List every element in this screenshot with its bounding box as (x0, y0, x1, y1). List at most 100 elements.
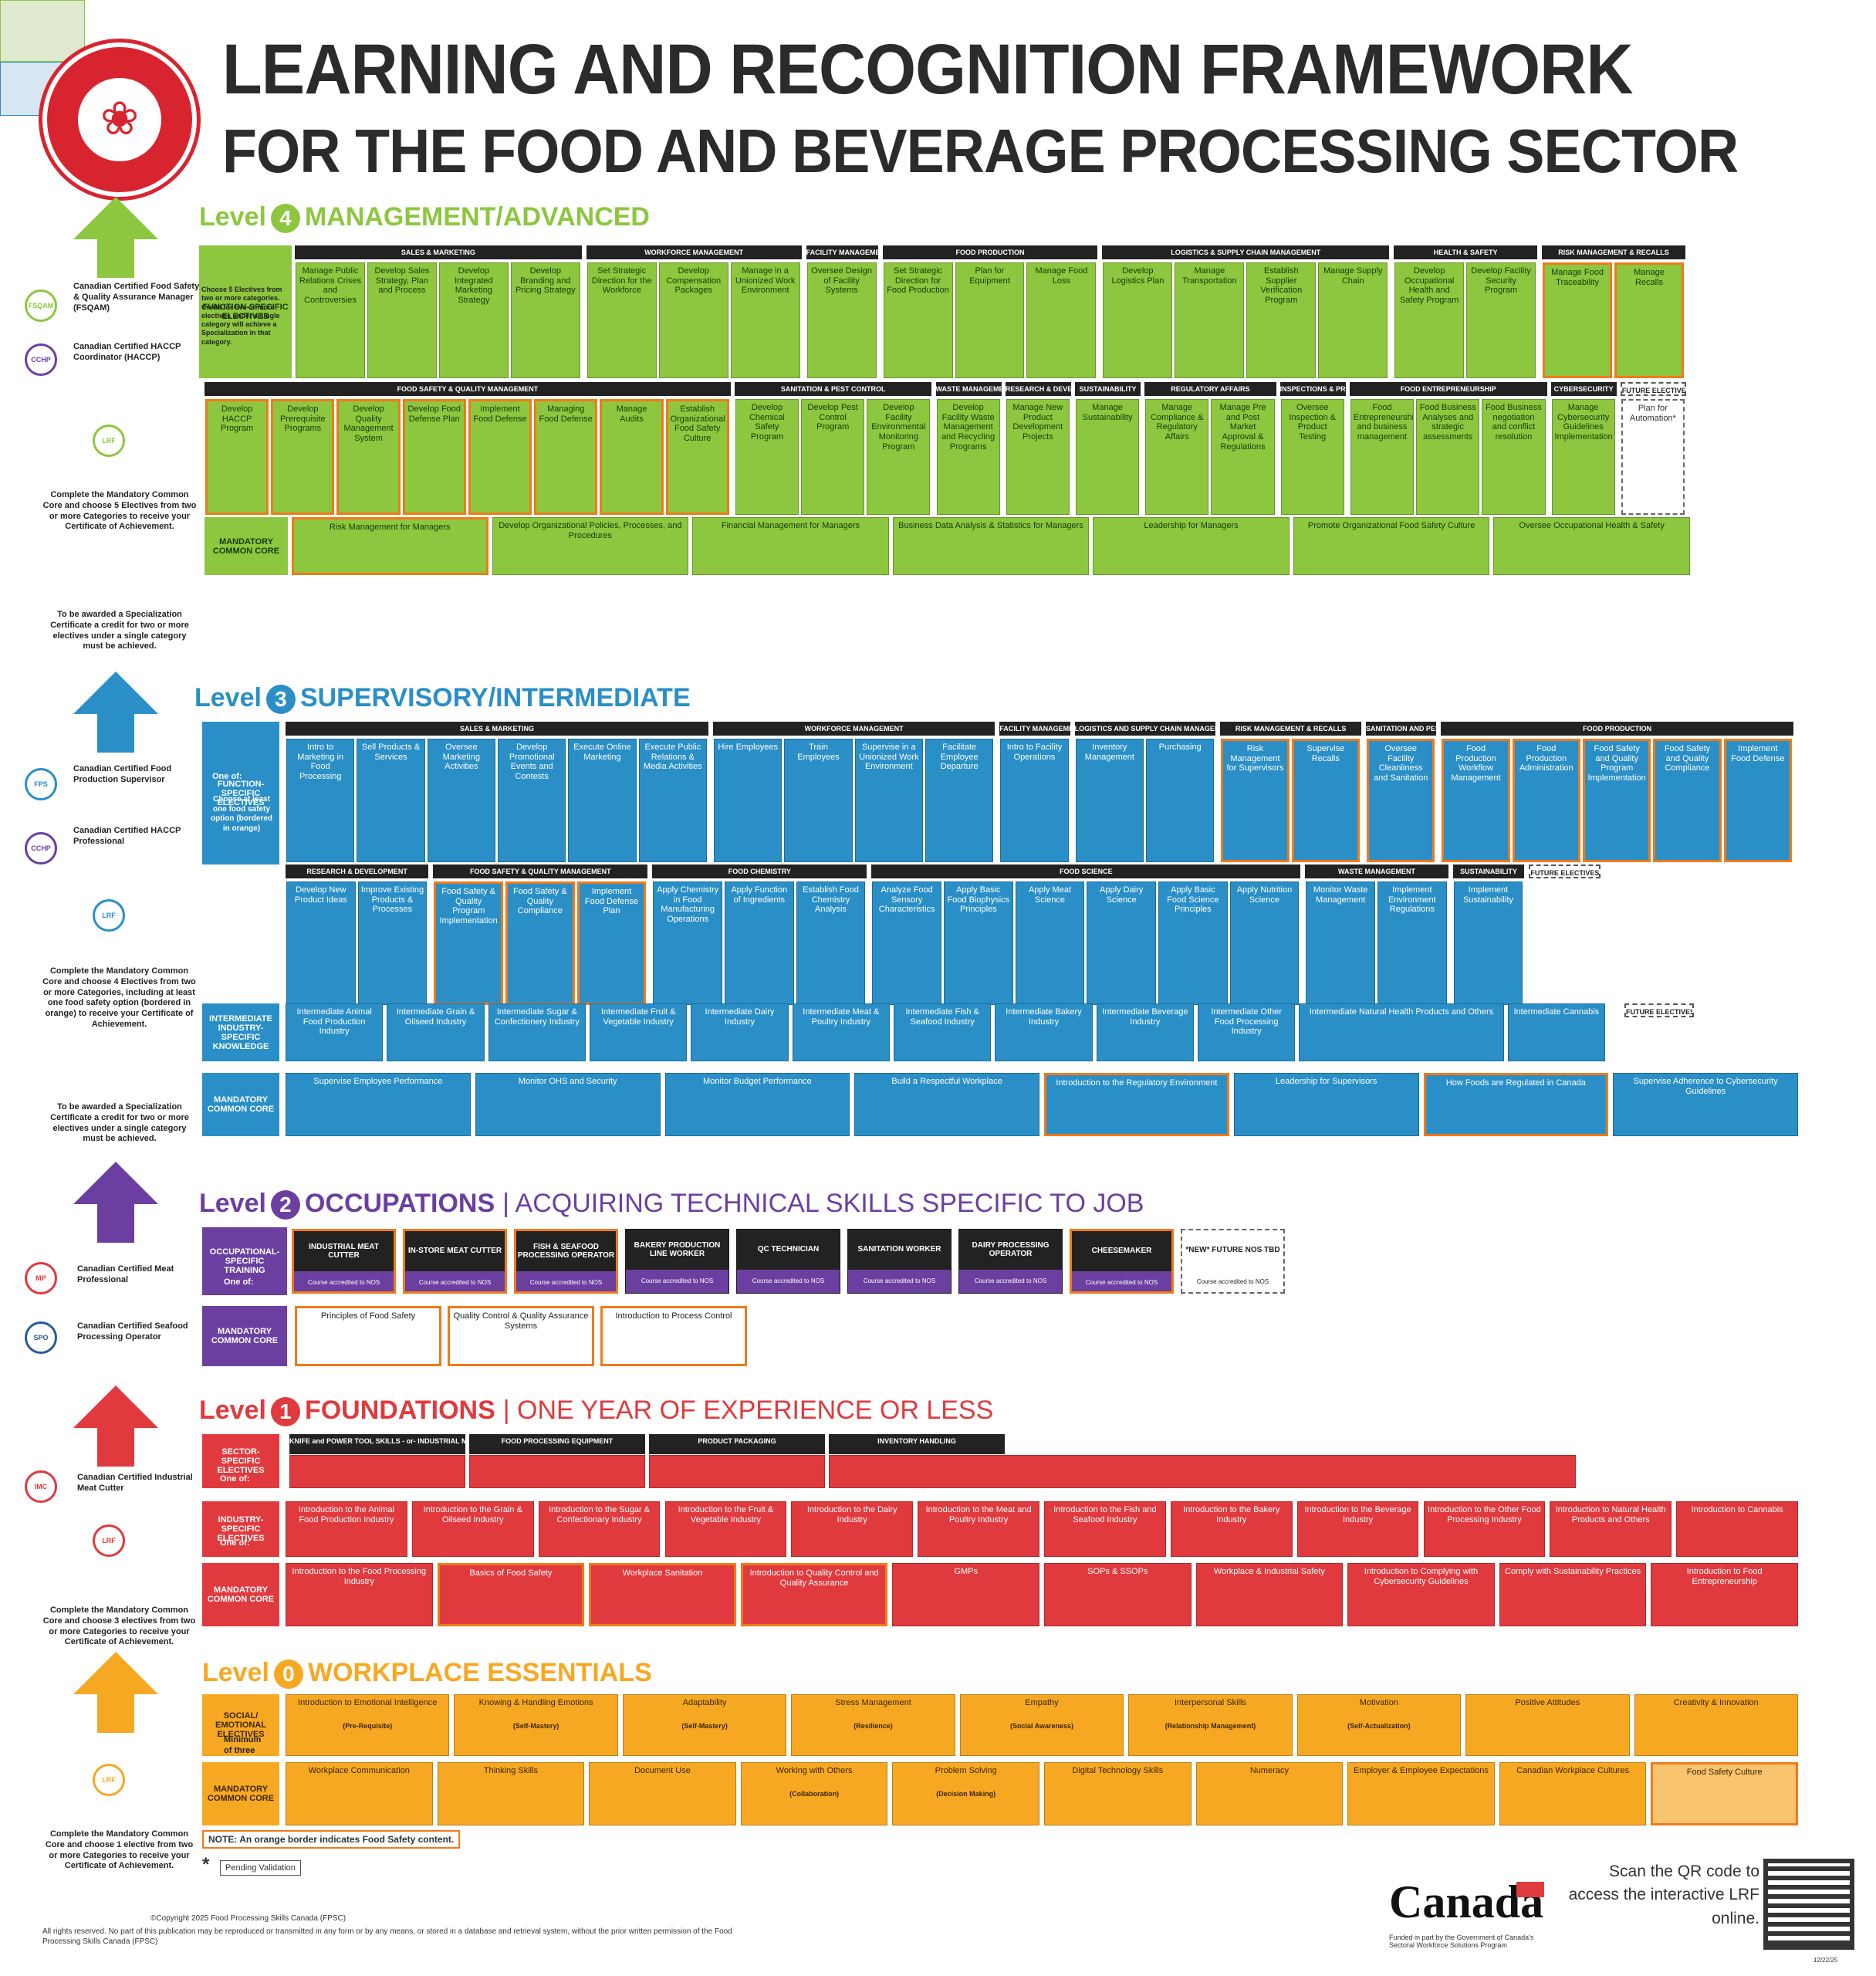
l4-elective[interactable]: Manage Food Loss (1026, 262, 1097, 378)
l3-elective[interactable]: Oversee Facility Cleanliness and Sanitat… (1367, 739, 1435, 862)
l4-elective[interactable]: Develop Prerequisite Programs (271, 399, 335, 515)
l3-core-course[interactable]: How Foods are Regulated in Canada (1423, 1073, 1609, 1136)
l1-industry-course[interactable]: Introduction to Cannabis (1676, 1501, 1798, 1557)
l3-industry-course[interactable]: Intermediate Cannabis (1507, 1003, 1605, 1061)
l2-occupation[interactable]: CHEESEMAKER Course accredited to NOS (1070, 1229, 1174, 1294)
l3-elective[interactable]: Analyze Food Sensory Characteristics (872, 881, 941, 1005)
l4-elective[interactable]: Oversee Design of Facility Systems (806, 262, 877, 378)
l3-elective[interactable]: Food Production Administration (1512, 739, 1580, 862)
l2-occupation[interactable]: FISH & SEAFOOD PROCESSING OPERATOR Course… (514, 1229, 618, 1294)
l3-elective[interactable]: Intro to Marketing in Food Processing (286, 739, 355, 862)
l4-elective[interactable]: Manage Recalls (1614, 262, 1684, 378)
l1-core-course[interactable]: Introduction to Food Entrepreneurship (1651, 1563, 1798, 1626)
l3-elective[interactable]: Apply Nutrition Science (1229, 881, 1300, 1005)
l4-core-course[interactable]: Oversee Occupational Health & Safety (1493, 517, 1690, 575)
l3-elective[interactable]: Risk Management for Supervisors (1221, 739, 1290, 862)
l3-elective[interactable]: Facilitate Employee Departure (925, 739, 994, 862)
l1-core-course[interactable]: Introduction to Quality Control and Qual… (740, 1563, 888, 1626)
l4-elective[interactable]: Plan for Equipment (955, 262, 1025, 378)
l0-core-course[interactable]: Workplace Communication (286, 1762, 433, 1825)
l3-elective[interactable]: Supervise Recalls (1291, 739, 1360, 862)
l0-core-course[interactable]: Employer & Employee Expectations (1347, 1762, 1495, 1825)
l1-core-course[interactable]: Comply with Sustainability Practices (1499, 1563, 1647, 1626)
l1-industry-course[interactable]: Introduction to the Fish and Seafood Ind… (1044, 1501, 1166, 1557)
l0-core-course[interactable]: Digital Technology Skills (1044, 1762, 1192, 1825)
l3-elective[interactable]: Apply Chemistry in Food Manufacturing Op… (653, 881, 722, 1005)
l4-elective[interactable]: Food Business negotiation and conflict r… (1482, 399, 1546, 515)
l1-sector-elective[interactable] (649, 1455, 825, 1488)
l4-elective[interactable]: Manage Audits (600, 399, 664, 515)
l4-core-course[interactable]: Risk Management for Managers (292, 517, 488, 575)
l4-core-course[interactable]: Business Data Analysis & Statistics for … (892, 517, 1090, 575)
l1-sector-elective[interactable] (469, 1455, 645, 1488)
l3-industry-course[interactable]: Intermediate Sugar & Confectionery Indus… (488, 1003, 586, 1061)
l3-industry-course[interactable]: Intermediate Fruit & Vegetable Industry (590, 1003, 688, 1061)
l3-elective[interactable]: Implement Food Defense (1723, 739, 1792, 862)
l1-industry-course[interactable]: Introduction to the Beverage Industry (1296, 1501, 1419, 1557)
l3-elective[interactable]: Hire Employees (714, 739, 783, 862)
l3-elective[interactable]: Intro to Facility Operations (1000, 739, 1069, 862)
l1-sector-elective[interactable] (829, 1455, 1576, 1488)
l0-social-elective[interactable]: Adaptability (Self-Mastery) (622, 1694, 787, 1756)
l1-industry-course[interactable]: Introduction to the Animal Food Producti… (286, 1501, 407, 1557)
l4-elective[interactable]: Plan for Automation* (1621, 399, 1685, 515)
l0-social-elective[interactable]: Introduction to Emotional Intelligence (P… (286, 1694, 450, 1756)
l0-social-elective[interactable]: Stress Management (Resilience) (791, 1694, 955, 1756)
l3-elective[interactable]: Food Safety & Quality Compliance (505, 881, 575, 1005)
l4-core-course[interactable]: Develop Organizational Policies, Process… (492, 517, 689, 575)
l2-core-course[interactable]: Quality Control & Quality Assurance Syst… (448, 1306, 594, 1366)
l1-core-course[interactable]: Workplace Sanitation (589, 1563, 736, 1626)
l3-elective[interactable]: Sell Products & Services (357, 739, 425, 862)
l3-elective[interactable]: Supervise in a Unionized Work Environmen… (854, 739, 923, 862)
l3-elective[interactable]: Food Safety & Quality Program Implementa… (434, 881, 503, 1005)
l1-industry-course[interactable]: Introduction to the Sugar & Confectionar… (538, 1501, 661, 1557)
l4-elective[interactable]: Manage Supply Chain (1318, 262, 1388, 378)
l0-social-elective[interactable]: Motivation (Self-Actualization) (1296, 1694, 1462, 1756)
l4-core-course[interactable]: Promote Organizational Food Safety Cultu… (1293, 517, 1490, 575)
l3-elective[interactable]: Food Safety and Quality Compliance (1653, 739, 1722, 862)
l0-core-course[interactable]: Thinking Skills (437, 1762, 585, 1825)
l3-elective[interactable]: Apply Basic Food Biophysics Principles (944, 881, 1013, 1005)
l4-elective[interactable]: Set Strategic Direction for the Workforc… (586, 262, 657, 378)
l4-elective[interactable]: Develop Branding and Pricing Strategy (510, 262, 580, 378)
l0-social-elective[interactable]: Positive Attitudes (1465, 1694, 1630, 1756)
l2-core-course[interactable]: Principles of Food Safety (295, 1306, 441, 1366)
l3-industry-course[interactable]: Intermediate Meat & Poultry Industry (792, 1003, 890, 1061)
l3-core-course[interactable]: Monitor OHS and Security (475, 1073, 661, 1136)
l1-core-course[interactable]: Introduction to Complying with Cybersecu… (1347, 1563, 1495, 1626)
l3-elective[interactable]: Oversee Marketing Activities (427, 739, 495, 862)
l3-core-course[interactable]: Leadership for Supervisors (1233, 1073, 1419, 1136)
l3-elective[interactable]: Execute Public Relations & Media Activit… (638, 739, 707, 862)
l3-industry-course[interactable]: Intermediate Beverage Industry (1096, 1003, 1194, 1061)
l3-core-course[interactable]: Supervise Employee Performance (286, 1073, 471, 1136)
l4-elective[interactable]: Develop Facility Security Program (1466, 262, 1536, 378)
l0-core-course[interactable]: Food Safety Culture (1651, 1762, 1798, 1825)
l3-industry-course[interactable]: Intermediate Animal Food Production Indu… (286, 1003, 384, 1061)
l4-elective[interactable]: Manage Transportation (1175, 262, 1245, 378)
l3-elective[interactable]: Implement Food Defense Plan (576, 881, 647, 1005)
l0-social-elective[interactable]: Knowing & Handling Emotions (Self-Mastery… (454, 1694, 618, 1756)
l4-elective[interactable]: Manage New Product Development Projects (1006, 399, 1070, 515)
l2-core-course[interactable]: Introduction to Process Control (600, 1306, 747, 1366)
l4-elective[interactable]: Manage Pre and Post Market Approval & Re… (1211, 399, 1275, 515)
l0-core-course[interactable]: Numeracy (1195, 1762, 1344, 1825)
l4-elective[interactable]: Establish Supplier Verification Program (1246, 262, 1317, 378)
l3-core-course[interactable]: Build a Respectful Workplace (854, 1073, 1039, 1136)
l0-social-elective[interactable]: Empathy (Social Awareness) (959, 1694, 1124, 1756)
l4-elective[interactable]: Develop Facility Environmental Monitorin… (867, 399, 931, 515)
l3-industry-course[interactable]: Intermediate Natural Health Products and… (1299, 1003, 1504, 1061)
l1-industry-course[interactable]: Introduction to Natural Health Products … (1550, 1501, 1672, 1557)
l3-elective[interactable]: Apply Basic Food Science Principles (1158, 881, 1228, 1005)
l3-elective[interactable]: Inventory Management (1075, 739, 1144, 862)
l3-elective[interactable]: Food Safety and Quality Program Implemen… (1583, 739, 1651, 862)
l4-core-course[interactable]: Financial Management for Managers (692, 517, 889, 575)
l3-industry-course[interactable]: Intermediate Grain & Oilseed Industry (387, 1003, 485, 1061)
l4-elective[interactable]: Manage Compliance & Regulatory Affairs (1145, 399, 1209, 515)
l4-elective[interactable]: Develop Logistics Plan (1103, 262, 1173, 378)
l3-elective[interactable]: Apply Dairy Science (1087, 881, 1156, 1005)
l4-elective[interactable]: Develop Chemical Safety Program (735, 399, 799, 515)
l2-occupation[interactable]: INDUSTRIAL MEAT CUTTER Course accredited … (292, 1229, 396, 1294)
l3-elective[interactable]: Implement Environment Regulations (1377, 881, 1447, 1005)
l1-industry-course[interactable]: Introduction to the Grain & Oilseed Indu… (411, 1501, 534, 1557)
l3-elective[interactable]: Develop Promotional Events and Contests (498, 739, 566, 862)
